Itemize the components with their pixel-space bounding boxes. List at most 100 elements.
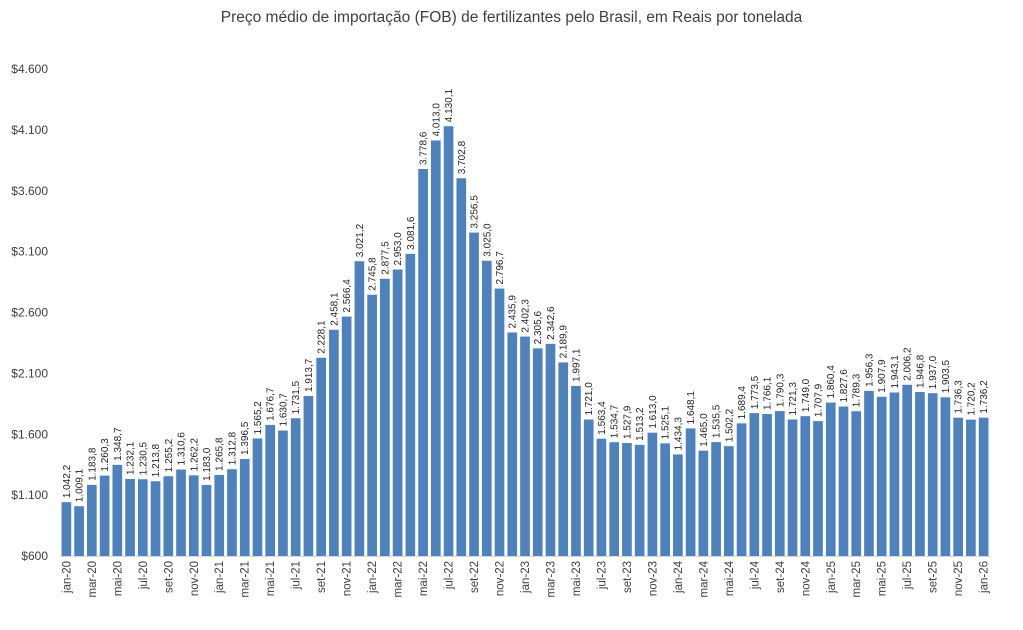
data-label: 1.997,1 [571, 348, 582, 382]
x-tick-label: jan-21 [214, 561, 226, 594]
x-tick-label: set-21 [316, 561, 328, 593]
x-tick-label: jul-22 [444, 561, 456, 590]
data-label: 1.255,2 [164, 438, 175, 472]
bar-fev-21 [227, 469, 237, 556]
x-tick-label: mai-21 [265, 561, 277, 596]
bar-set-20 [163, 476, 174, 556]
bar-ago-20 [150, 481, 161, 556]
x-tick-label: mar-25 [851, 561, 863, 597]
bar-out-24 [787, 419, 798, 556]
data-label: 1.183,0 [202, 447, 213, 481]
bar-ago-23 [609, 442, 620, 556]
data-label: 2.953,0 [393, 232, 404, 266]
data-label: 1.527,9 [622, 405, 633, 439]
bar-set-24 [774, 411, 785, 556]
x-tick-label: mar-24 [698, 560, 710, 597]
bar-mar-25 [851, 411, 862, 556]
bar-jul-22 [443, 126, 454, 556]
x-tick-label: mai-20 [112, 561, 124, 596]
bar-jan-24 [673, 454, 683, 556]
bar-set-21 [316, 357, 327, 556]
bar-ago-21 [303, 396, 314, 556]
x-tick-label: mar-22 [393, 561, 405, 597]
x-tick-label: nov-24 [800, 560, 812, 596]
data-label: 1.042,2 [62, 464, 73, 498]
x-tick-label: mai-22 [418, 561, 430, 596]
data-label: 1.434,3 [673, 417, 684, 451]
data-label: 1.260,3 [100, 438, 111, 472]
bar-out-23 [634, 444, 645, 556]
bar-jul-20 [137, 479, 148, 556]
x-tick-label: set-24 [775, 560, 787, 593]
data-label: 1.721,0 [584, 382, 595, 416]
data-label: 1.721,3 [788, 382, 799, 416]
data-label: 1.860,4 [826, 365, 837, 399]
data-label: 1.613,0 [648, 395, 659, 429]
x-tick-label: set-20 [163, 561, 175, 593]
bar-ago-22 [456, 178, 467, 556]
data-label: 1.676,7 [266, 387, 277, 421]
bar-nov-20 [188, 475, 199, 556]
y-tick-label: $2.100 [11, 366, 48, 380]
y-tick-label: $600 [21, 549, 48, 563]
bar-dez-20 [201, 485, 212, 556]
bar-nov-22 [494, 288, 505, 556]
data-label: 1.907,9 [877, 359, 888, 393]
bar-fev-25 [838, 406, 849, 556]
bar-jan-23 [520, 336, 530, 556]
data-label: 4.013,0 [431, 103, 442, 137]
data-label: 1.009,1 [75, 468, 86, 502]
data-label: 2.342,6 [546, 306, 557, 340]
data-label: 1.827,6 [839, 369, 850, 403]
bar-dez-24 [813, 421, 823, 556]
bar-jul-21 [290, 418, 301, 556]
x-tick-label: nov-22 [495, 561, 507, 596]
data-label: 1.513,2 [635, 407, 646, 441]
data-label: 1.736,2 [979, 380, 990, 414]
bar-dez-21 [354, 261, 365, 556]
data-label: 1.230,5 [138, 441, 149, 475]
bar-fev-23 [532, 348, 543, 556]
bar-jun-24 [736, 423, 747, 556]
bar-out-20 [176, 469, 186, 556]
y-tick-label: $2.600 [11, 306, 48, 320]
bar-jun-25 [889, 392, 900, 556]
data-label: 1.937,0 [928, 355, 939, 389]
bar-out-22 [481, 260, 492, 556]
bar-mai-22 [418, 169, 428, 557]
bar-jul-24 [749, 413, 760, 556]
bar-jun-20 [125, 479, 135, 556]
x-tick-label: mai-25 [877, 561, 889, 596]
data-label: 2.228,1 [317, 320, 328, 354]
data-label: 3.025,0 [482, 223, 493, 257]
bar-jul-25 [902, 384, 913, 556]
data-label: 1.648,1 [686, 391, 697, 425]
bar-abr-22 [405, 253, 416, 556]
data-label: 2.006,2 [903, 347, 914, 381]
data-label: 1.565,2 [253, 401, 264, 435]
data-label: 3.702,8 [457, 140, 468, 174]
chart-title: Preço médio de importação (FOB) de ferti… [220, 9, 803, 26]
x-tick-label: nov-23 [647, 561, 659, 596]
data-label: 1.502,2 [724, 408, 735, 442]
y-tick-label: $4.100 [11, 123, 48, 137]
x-tick-label: mar-23 [545, 561, 557, 597]
bar-fev-20 [74, 506, 84, 556]
data-label: 1.749,0 [801, 378, 812, 412]
data-labels: 1.042,2 1.009,11.183,8 1.260,3 1.348,7 1.232… [62, 88, 990, 502]
bar-dez-23 [660, 443, 670, 556]
data-label: 1.689,4 [737, 386, 748, 420]
bar-abr-23 [558, 362, 569, 556]
y-tick-label: $3.600 [11, 184, 48, 198]
y-tick-label: $1.600 [11, 427, 48, 441]
data-label: 2.566,4 [342, 279, 353, 313]
data-label: 1.465,0 [699, 413, 710, 447]
data-label: 3.021,2 [355, 223, 366, 257]
data-label: 1.789,3 [852, 373, 863, 407]
data-label: 1.766,1 [763, 376, 774, 410]
x-tick-label: set-25 [928, 561, 940, 593]
data-label: 1.265,8 [215, 437, 226, 471]
bar-jan-20 [61, 502, 72, 556]
bar-mai-20 [112, 464, 123, 556]
bar-nov-23 [647, 432, 658, 556]
